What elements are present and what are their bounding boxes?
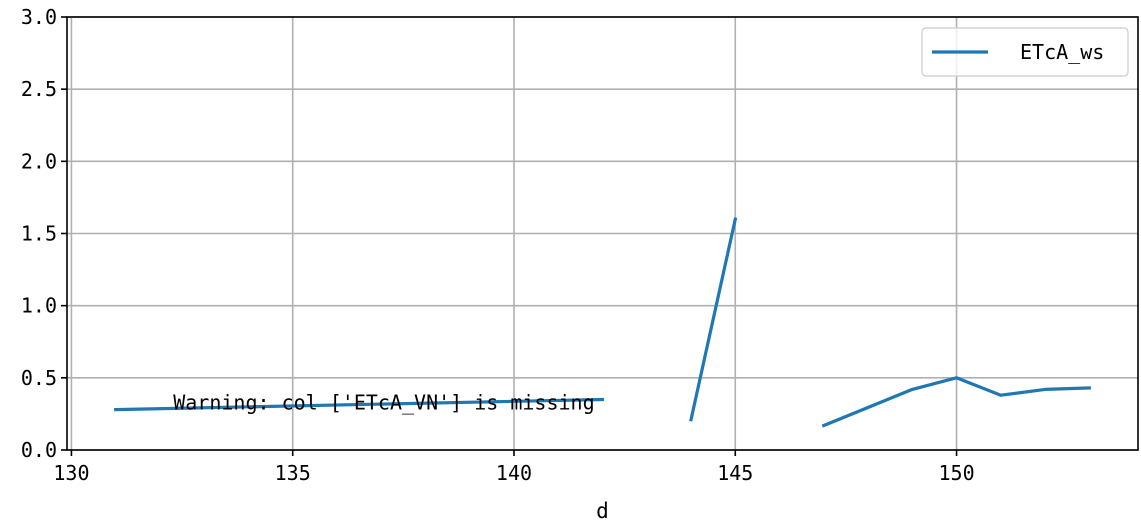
x-tick-label: 150 [938, 461, 974, 485]
x-tick-label: 130 [53, 461, 89, 485]
y-tick-label: 0.0 [21, 438, 57, 462]
y-tick-label: 1.0 [21, 294, 57, 318]
x-tick-label: 145 [717, 461, 753, 485]
x-tick-label: 135 [275, 461, 311, 485]
y-tick-label: 2.5 [21, 77, 57, 101]
legend-box [921, 27, 1129, 77]
series-line-segment [821, 376, 1091, 428]
legend-label: ETcA_ws [1020, 40, 1104, 64]
series-lines [114, 217, 1091, 428]
y-tick-label: 2.0 [21, 149, 57, 173]
x-axis-label: d [596, 499, 609, 523]
y-tick-label: 0.5 [21, 366, 57, 390]
annotations: Warning: col ['ETcA_VN'] is missing [173, 391, 594, 415]
x-tick-label: 140 [496, 461, 532, 485]
series-line-segment [689, 217, 738, 422]
y-axis-ticks: 0.0 0.5 1.0 1.5 2.0 2.5 3.0 [21, 5, 67, 462]
y-tick-label: 1.5 [21, 222, 57, 246]
legend: ETcA_ws [921, 27, 1129, 77]
annotation-text: Warning: col ['ETcA_VN'] is missing [173, 391, 594, 415]
series-line-segment [114, 397, 605, 412]
x-axis-ticks: 130 135 140 145 150 [53, 450, 975, 485]
y-tick-label: 3.0 [21, 5, 57, 29]
